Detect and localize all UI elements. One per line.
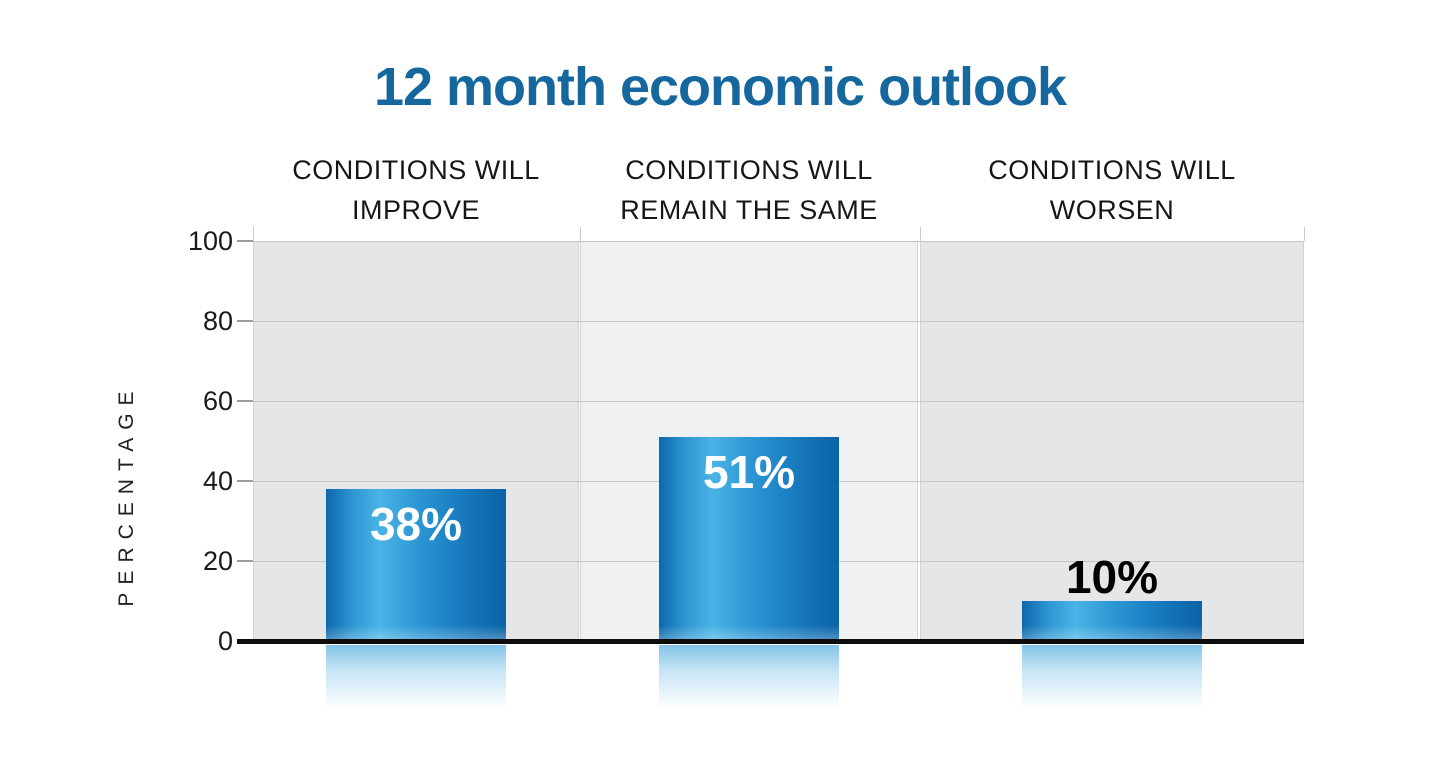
y-tick-mark (237, 320, 253, 322)
y-tick-mark (237, 400, 253, 402)
y-tick-label: 60 (202, 386, 233, 416)
x-axis-line (237, 639, 1304, 644)
value-label-2: 51% (702, 446, 796, 498)
panel-border-nub (580, 227, 581, 241)
y-tick-mark (237, 560, 253, 562)
chart-title: 12 month economic outlook (373, 57, 1067, 117)
category-label-line: WORSEN (1049, 195, 1175, 225)
y-tick-label: 80 (202, 306, 233, 336)
y-tick-label: 0 (217, 626, 233, 656)
bar-bottom-shine (659, 625, 839, 641)
panel-border-nub (1304, 227, 1305, 241)
y-tick-label: 40 (202, 466, 233, 496)
value-label-1: 38% (369, 498, 463, 550)
category-label-line: CONDITIONS WILL (625, 155, 873, 185)
panel-border-nub (920, 227, 921, 241)
category-label-line: CONDITIONS WILL (292, 155, 540, 185)
category-label-line: REMAIN THE SAME (620, 195, 878, 225)
category-label-line: CONDITIONS WILL (988, 155, 1236, 185)
bar-3 (1022, 601, 1202, 641)
value-label-3: 10% (1065, 551, 1159, 603)
bar-reflection-2 (659, 645, 839, 711)
y-tick-mark (237, 480, 253, 482)
gridline (253, 401, 1304, 402)
bar-bottom-shine (326, 625, 506, 641)
category-label: CONDITIONS WILL IMPROVE (253, 150, 579, 230)
bar-1 (326, 489, 506, 641)
gridline (253, 321, 1304, 322)
category-label: CONDITIONS WILL REMAIN THE SAME (580, 150, 918, 230)
bar-reflection-1 (326, 645, 506, 711)
y-tick-label: 20 (202, 546, 233, 576)
y-axis-title-text: PERCENTAGE (115, 383, 138, 607)
bar-2 (659, 437, 839, 641)
bar-bottom-shine (1022, 625, 1202, 641)
bar-reflection-3 (1022, 645, 1202, 711)
category-label: CONDITIONS WILL WORSEN (920, 150, 1304, 230)
y-tick-mark (237, 240, 253, 242)
panel-border-nub (253, 227, 254, 241)
category-label-line: IMPROVE (351, 195, 481, 225)
gridline (253, 241, 1304, 242)
y-tick-label: 100 (187, 226, 233, 256)
